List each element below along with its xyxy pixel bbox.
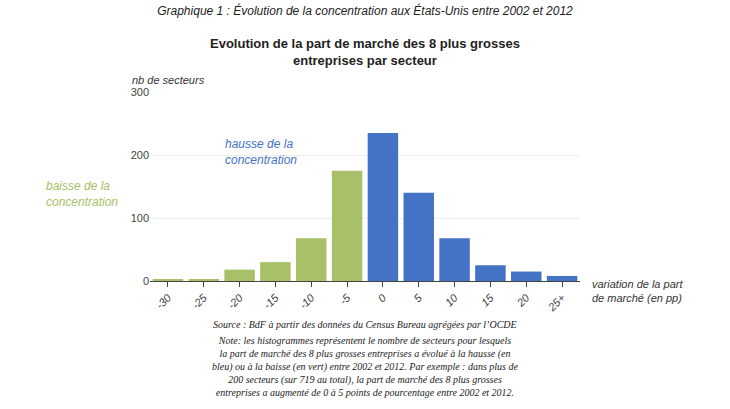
svg-text:-25: -25 bbox=[189, 291, 209, 311]
svg-text:-15: -15 bbox=[261, 291, 281, 311]
svg-text:200: 200 bbox=[131, 149, 149, 161]
svg-text:0: 0 bbox=[375, 291, 388, 304]
svg-text:-30: -30 bbox=[153, 291, 173, 311]
svg-text:5: 5 bbox=[411, 291, 424, 304]
svg-text:Note: les histogrammes représe: Note: les histogrammes représentent le n… bbox=[212, 335, 519, 398]
svg-text:Evolution de la part de marché: Evolution de la part de marché des 8 plu… bbox=[210, 36, 520, 68]
svg-text:20: 20 bbox=[514, 291, 532, 309]
svg-text:Graphique 1 : Évolution de la: Graphique 1 : Évolution de la concentrat… bbox=[157, 3, 573, 18]
svg-text:hausse de laconcentration: hausse de laconcentration bbox=[225, 137, 297, 167]
svg-text:nb de secteurs: nb de secteurs bbox=[132, 74, 205, 86]
svg-text:variation de la partde marché: variation de la partde marché (en pp) bbox=[592, 278, 683, 304]
svg-text:-10: -10 bbox=[297, 291, 317, 311]
svg-text:25+: 25+ bbox=[545, 291, 568, 314]
svg-text:10: 10 bbox=[443, 291, 461, 309]
svg-text:-5: -5 bbox=[337, 291, 353, 307]
svg-text:100: 100 bbox=[131, 212, 149, 224]
svg-text:-20: -20 bbox=[225, 291, 245, 311]
svg-text:baisse de laconcentration: baisse de laconcentration bbox=[46, 179, 118, 209]
svg-text:300: 300 bbox=[131, 86, 149, 98]
svg-text:15: 15 bbox=[479, 291, 497, 309]
svg-text:0: 0 bbox=[143, 275, 149, 287]
svg-text:Source : BdF à partir des donn: Source : BdF à partir des données du Cen… bbox=[213, 319, 517, 330]
